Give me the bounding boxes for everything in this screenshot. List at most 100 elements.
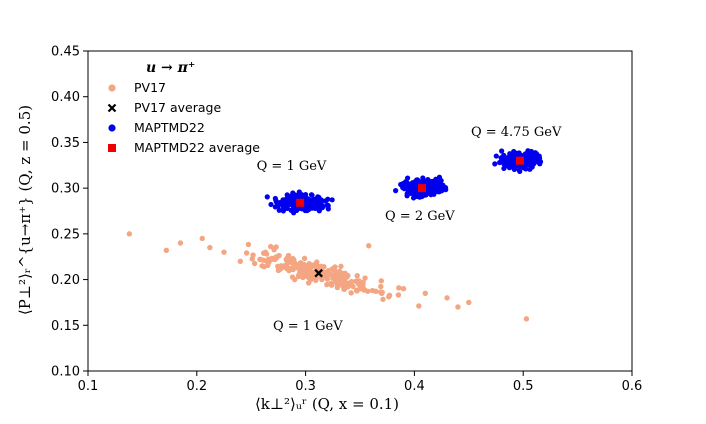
- maptmd22-point: [492, 161, 498, 167]
- maptmd22-point: [296, 189, 302, 195]
- maptmd22-point: [414, 191, 420, 197]
- pv17-point: [396, 285, 402, 291]
- maptmd22-average-marker: [296, 198, 305, 207]
- pv17-point: [378, 283, 384, 290]
- legend-label-maptmd22-average: MAPTMD22 average: [134, 140, 260, 155]
- pv17-point: [422, 290, 428, 296]
- y-tick-label: 0.35: [51, 136, 80, 151]
- x-tick-label: 0.5: [513, 379, 534, 394]
- legend-marker-pv17-average: [107, 103, 117, 113]
- pv17-point: [199, 235, 205, 242]
- maptmd22-point: [325, 203, 331, 209]
- pv17-point: [338, 263, 344, 270]
- plot-points: [126, 148, 544, 322]
- maptmd22-point: [315, 199, 321, 205]
- maptmd22-point: [282, 203, 288, 210]
- maptmd22-point: [437, 185, 443, 191]
- maptmd22-point: [291, 210, 297, 216]
- pv17-point: [378, 278, 385, 284]
- pv17-point: [353, 278, 359, 285]
- y-tick-label: 0.45: [51, 45, 80, 60]
- maptmd22-point: [284, 192, 290, 198]
- pv17-point: [365, 288, 371, 294]
- pv17-point: [348, 290, 354, 296]
- maptmd22-point: [493, 153, 499, 159]
- pv17-point: [301, 255, 308, 262]
- maptmd22-point: [505, 154, 511, 161]
- pv17-point: [126, 231, 133, 237]
- pv17-point: [324, 281, 330, 288]
- maptmd22-point: [520, 164, 527, 170]
- maptmd22-point: [428, 192, 434, 198]
- y-tick-label: 0.25: [51, 227, 80, 242]
- maptmd22-point: [276, 207, 282, 213]
- maptmd22-point: [419, 193, 425, 200]
- maptmd22-point: [415, 177, 421, 183]
- pv17-point: [257, 256, 263, 262]
- legend-title: u → π⁺: [146, 60, 195, 76]
- maptmd22-point: [536, 155, 543, 161]
- pv17-point: [177, 240, 184, 246]
- pv17-point: [275, 267, 282, 274]
- pv17-point: [273, 255, 280, 261]
- maptmd22-point: [501, 152, 507, 158]
- maptmd22-point: [268, 201, 274, 208]
- maptmd22-point: [308, 199, 315, 205]
- maptmd22-point: [309, 205, 315, 211]
- pv17-point: [297, 264, 303, 270]
- maptmd22-point: [510, 159, 516, 165]
- x-tick-label: 0.2: [186, 379, 207, 394]
- maptmd22-average-marker: [515, 156, 524, 165]
- plot-frame: [87, 50, 633, 372]
- pv17-point: [265, 262, 271, 269]
- q-annotation: Q = 2 GeV: [385, 209, 455, 224]
- pv17-point: [298, 260, 304, 266]
- maptmd22-point: [289, 198, 295, 204]
- pv17-point: [360, 279, 366, 286]
- y-tick-label: 0.10: [51, 365, 80, 380]
- maptmd22-point: [428, 180, 435, 186]
- pv17-point: [335, 278, 341, 285]
- maptmd22-point: [436, 189, 442, 195]
- maptmd22-average-marker: [418, 184, 427, 193]
- maptmd22-point: [393, 188, 399, 194]
- x-tick-label: 0.4: [404, 379, 425, 394]
- pv17-point: [523, 316, 530, 322]
- pv17-average-marker: [314, 268, 323, 278]
- maptmd22-point: [308, 192, 315, 198]
- pv17-point: [245, 241, 252, 248]
- y-tick-label: 0.30: [51, 182, 80, 197]
- maptmd22-point: [292, 192, 298, 198]
- maptmd22-point: [320, 203, 326, 209]
- maptmd22-point: [329, 197, 335, 203]
- pv17-point: [346, 280, 352, 286]
- pv17-point: [284, 265, 290, 272]
- q-annotation: Q = 1 GeV: [257, 159, 327, 174]
- pv17-point: [354, 272, 360, 279]
- legend-marker-maptmd22: [108, 124, 116, 132]
- maptmd22-point: [510, 152, 516, 158]
- pv17-point: [286, 256, 292, 262]
- pv17-point: [259, 263, 265, 269]
- pv17-point: [306, 260, 312, 267]
- maptmd22-point: [516, 167, 522, 173]
- pv17-point: [292, 261, 299, 268]
- pv17-point: [273, 244, 279, 250]
- maptmd22-point: [497, 159, 503, 166]
- pv17-point: [325, 272, 331, 278]
- maptmd22-point: [275, 203, 281, 209]
- pv17-point: [362, 275, 368, 281]
- pv17-point: [466, 299, 472, 306]
- pv17-point: [221, 249, 227, 255]
- x-tick-label: 0.6: [622, 379, 643, 394]
- pv17-point: [313, 265, 319, 272]
- pv17-point: [319, 276, 325, 283]
- legend-label-maptmd22: MAPTMD22: [134, 120, 205, 135]
- y-axis-title: ⟨P⊥²⟩ᵣ^{u→π⁺} (Q, z = 0.5): [16, 105, 34, 315]
- pv17-point: [350, 283, 356, 290]
- maptmd22-point: [300, 205, 306, 211]
- maptmd22-point: [420, 177, 426, 183]
- maptmd22-point: [537, 161, 543, 167]
- q-annotation: Q = 1 GeV: [273, 319, 343, 334]
- pv17-point: [300, 268, 306, 274]
